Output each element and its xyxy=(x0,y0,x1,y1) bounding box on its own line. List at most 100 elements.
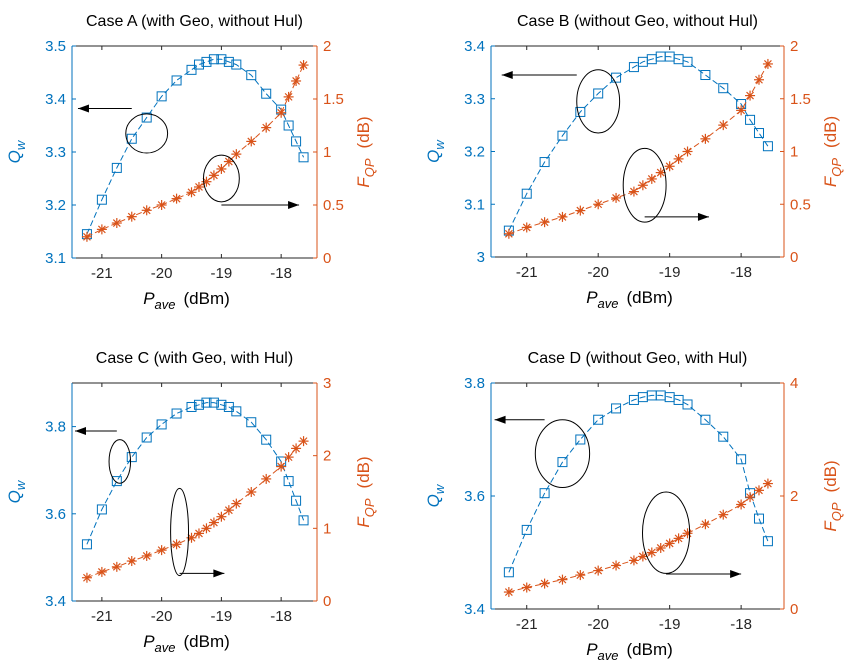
x-tick-label: -21 xyxy=(91,265,113,282)
annotation-arrowhead xyxy=(213,569,225,578)
qw-data-point xyxy=(593,414,604,425)
annotation-arrowhead xyxy=(288,201,300,209)
fqp-data-point xyxy=(557,211,568,222)
fqp-data-point xyxy=(298,436,309,447)
fqp-data-point xyxy=(298,60,309,71)
qw-data-point xyxy=(762,141,773,152)
qw-data-point xyxy=(557,457,568,468)
fqp-data-point xyxy=(628,186,639,197)
qw-data-point xyxy=(156,91,167,102)
qw-data-point xyxy=(291,136,302,147)
qw-data-point xyxy=(503,567,514,578)
x-tick-label: -19 xyxy=(211,608,233,625)
fqp-data-point xyxy=(700,519,711,530)
y-right-label-sub: QP xyxy=(362,498,377,517)
x-label-unit: (dBm) xyxy=(627,640,673,659)
qw-data-point xyxy=(171,408,182,419)
fqp-data-point xyxy=(186,187,197,198)
x-axis-label: Pave (dBm) xyxy=(143,632,230,655)
fqp-data-point xyxy=(171,539,182,550)
fqp-data-point xyxy=(745,90,756,101)
qw-data-point xyxy=(193,59,204,70)
fqp-data-point xyxy=(539,578,550,589)
qw-data-point xyxy=(261,434,272,445)
y-left-tick-label: 3.2 xyxy=(464,144,485,161)
y-right-axis-label: FQP (dB) xyxy=(354,456,377,527)
y-right-tick-label: 1 xyxy=(323,520,331,537)
y-right-label-unit: (dB) xyxy=(354,116,373,148)
qw-data-point xyxy=(593,88,604,99)
qw-data-point xyxy=(575,106,586,117)
qw-data-point xyxy=(208,54,219,65)
y-right-tick-label: 2 xyxy=(323,38,331,55)
y-left-tick-label: 3.2 xyxy=(45,197,66,214)
qw-data-point xyxy=(96,194,107,205)
fqp-data-point xyxy=(261,122,272,133)
fqp-data-point xyxy=(283,91,294,102)
qw-data-point xyxy=(216,399,227,410)
fqp-data-point xyxy=(673,153,684,164)
annotation-ellipse xyxy=(576,69,621,134)
y-left-tick-label: 3.1 xyxy=(464,196,485,213)
x-tick-label: -18 xyxy=(270,608,292,625)
annotation-arrowhead xyxy=(494,415,506,424)
x-tick-label: -20 xyxy=(587,264,609,281)
x-tick-label: -19 xyxy=(659,616,681,633)
annotation-arrowhead xyxy=(697,212,709,221)
qw-series-line xyxy=(508,56,769,231)
fqp-data-point xyxy=(246,136,257,147)
qw-data-point xyxy=(283,120,294,131)
y-left-label-sub: w xyxy=(432,139,447,150)
fqp-data-point xyxy=(261,473,272,484)
x-tick-label: -20 xyxy=(151,265,173,282)
fqp-series-line xyxy=(508,63,769,235)
qw-data-point xyxy=(246,417,257,428)
y-left-axis-label: Qw xyxy=(5,139,28,163)
fqp-data-point xyxy=(736,499,747,510)
fqp-data-point xyxy=(646,547,657,558)
qw-data-point xyxy=(156,419,167,430)
fqp-data-point xyxy=(276,461,287,472)
qw-data-point xyxy=(611,403,622,414)
y-left-tick-label: 3.6 xyxy=(45,506,66,523)
y-left-tick-label: 3.8 xyxy=(45,419,66,436)
fqp-series-line xyxy=(86,440,304,579)
fqp-data-point xyxy=(216,163,227,174)
fqp-data-point xyxy=(637,180,648,191)
fqp-data-point xyxy=(753,485,764,496)
qw-data-point xyxy=(208,397,219,408)
chart-panel-b: Case B (without Geo, without Hul) -21 -20 -… xyxy=(424,13,844,311)
qw-data-point xyxy=(718,431,729,442)
y-left-tick-label: 3.4 xyxy=(45,91,66,108)
qw-data-point xyxy=(611,72,622,83)
qw-data-point xyxy=(231,406,242,417)
y-right-label-unit: (dB) xyxy=(821,116,840,148)
chart-panel-a: Case A (with Geo, without Hul) -21 -20 -19 -… xyxy=(5,13,377,312)
y-left-label-main: Q xyxy=(424,494,443,507)
qw-data-point xyxy=(745,114,756,125)
fqp-data-point xyxy=(539,217,550,228)
fqp-data-point xyxy=(223,505,234,516)
x-tick-label: -21 xyxy=(516,264,538,281)
y-right-tick-label: 0 xyxy=(790,249,798,266)
fqp-data-point xyxy=(81,231,92,242)
y-right-label-main: F xyxy=(821,175,840,187)
qw-data-point xyxy=(291,495,302,506)
fqp-data-point xyxy=(745,492,756,503)
fqp-data-point xyxy=(557,574,568,585)
fqp-data-point xyxy=(682,146,693,157)
fqp-series-line xyxy=(508,483,769,593)
fqp-data-point xyxy=(208,517,219,528)
chart-title: Case C (with Geo, with Hul) xyxy=(96,350,293,367)
y-right-label-main: F xyxy=(821,520,840,532)
qw-data-point xyxy=(201,56,212,67)
fqp-data-point xyxy=(655,167,666,178)
qw-data-point xyxy=(700,414,711,425)
annotation-arrowhead xyxy=(77,104,89,113)
qw-data-point xyxy=(171,75,182,86)
y-left-label-main: Q xyxy=(424,150,443,163)
x-label-unit: (dBm) xyxy=(184,632,230,651)
qw-data-point xyxy=(682,399,693,410)
x-tick-label: -20 xyxy=(587,616,609,633)
